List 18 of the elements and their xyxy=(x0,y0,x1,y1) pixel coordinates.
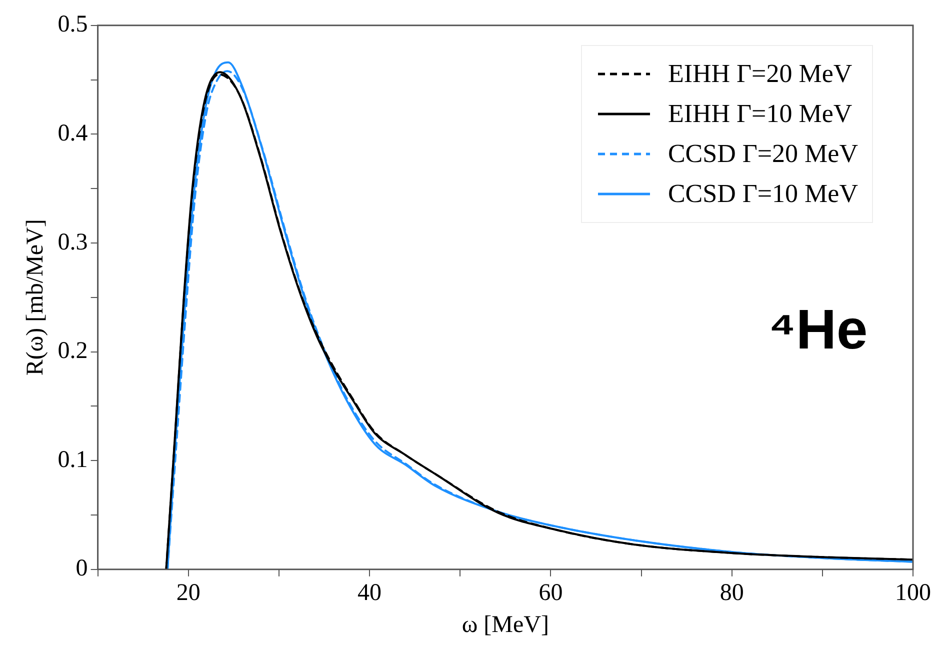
y-tick-label: 0.4 xyxy=(58,120,88,146)
legend-label: EIHH Γ=10 MeV xyxy=(668,98,852,130)
legend-label: CCSD Γ=10 MeV xyxy=(668,178,858,210)
y-tick-label: 0.5 xyxy=(58,12,88,38)
x-tick-label: 40 xyxy=(358,580,382,606)
y-tick-label: 0.1 xyxy=(58,446,88,473)
x-tick-label: 100 xyxy=(895,580,931,606)
x-tick-label: 60 xyxy=(538,580,563,606)
x-tick-label: 20 xyxy=(176,580,200,606)
legend-label: EIHH Γ=20 MeV xyxy=(668,58,852,90)
x-tick-label: 80 xyxy=(720,580,744,606)
y-tick-label: 0 xyxy=(76,556,88,582)
y-tick-label: 0.2 xyxy=(58,338,88,364)
y-tick-label: 0.3 xyxy=(58,229,88,256)
y-axis-title: R(ω) [mb/MeV] xyxy=(22,219,49,376)
x-axis-title: ω [MeV] xyxy=(462,612,549,638)
legend-label: CCSD Γ=20 MeV xyxy=(668,138,858,170)
annotation: ⁴He xyxy=(768,296,868,362)
